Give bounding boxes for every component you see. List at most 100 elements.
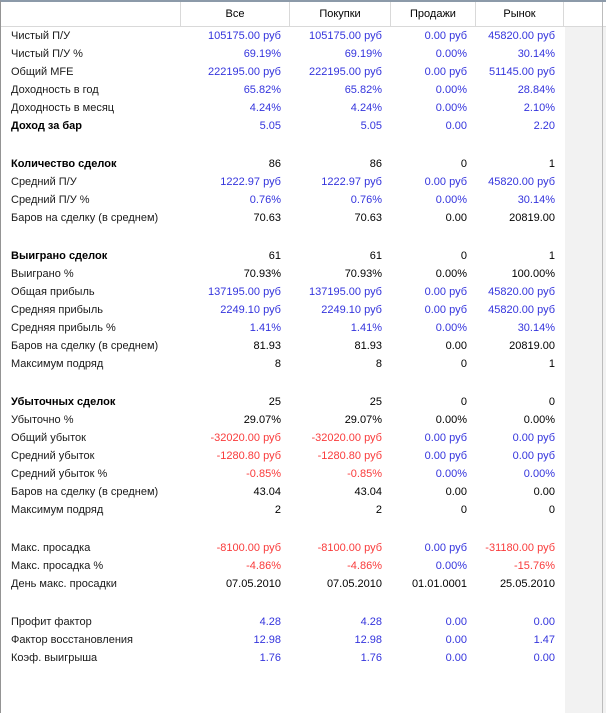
- cell-value: -0.85%: [246, 468, 281, 480]
- cell-value: 1222.97 руб: [220, 176, 281, 188]
- cell-value: 1.47: [533, 634, 555, 646]
- cell-value: 0.00: [445, 634, 467, 646]
- table-row[interactable]: Средняя прибыль 2249.10 руб 2249.10 руб 0.0…: [1, 301, 606, 319]
- row-label: Макс. просадка %: [11, 560, 104, 572]
- table-row[interactable]: Средний П/У % 0.76% 0.76% 0.00% 30.14%: [1, 191, 606, 209]
- table-row[interactable]: Максимум подряд 2 2 0 0: [1, 501, 606, 519]
- cell-value: 1: [548, 358, 555, 370]
- cell-value: 0.00: [533, 486, 555, 498]
- row-label: Количество сделок: [11, 158, 117, 170]
- table-row[interactable]: Чистый П/У 105175.00 руб 105175.00 руб 0.00…: [1, 27, 606, 45]
- cell-value: -4.86%: [347, 560, 382, 572]
- cell-value: 61: [369, 250, 382, 262]
- table-row[interactable]: Доходность в месяц 4.24% 4.24% 0.00% 2.10%: [1, 99, 606, 117]
- cell-value: 69.19%: [344, 48, 382, 60]
- cell-value: 86: [268, 158, 281, 170]
- cell-value: 25: [268, 396, 281, 408]
- cell-value: 0.00%: [435, 560, 467, 572]
- cell-value: 0.00 руб: [424, 432, 467, 444]
- cell-value: 29.07%: [344, 414, 382, 426]
- table-row[interactable]: Убыточных сделок 25 25 0 0: [1, 393, 606, 411]
- cell-value: 43.04: [354, 486, 382, 498]
- table-row[interactable]: Общий убыток -32020.00 руб -32020.00 руб 0.…: [1, 429, 606, 447]
- grid-background-strip: [565, 27, 606, 713]
- table-row[interactable]: Общая прибыль 137195.00 руб 137195.00 руб 0…: [1, 283, 606, 301]
- row-label: Доходность в год: [11, 84, 99, 96]
- row-label: Выиграно сделок: [11, 250, 108, 262]
- cell-value: 0: [460, 396, 467, 408]
- table-row[interactable]: Количество сделок 86 86 0 1: [1, 155, 606, 173]
- table-row[interactable]: Чистый П/У % 69.19% 69.19% 0.00% 30.14%: [1, 45, 606, 63]
- cell-value: 0.00 руб: [424, 304, 467, 316]
- table-row[interactable]: Макс. просадка -8100.00 руб -8100.00 руб 0.…: [1, 539, 606, 557]
- cell-value: 20819.00: [509, 340, 555, 352]
- cell-value: 0.00 руб: [424, 286, 467, 298]
- row-label: Общий MFE: [11, 66, 74, 78]
- cell-value: 45820.00 руб: [488, 30, 555, 42]
- cell-value: 0: [460, 504, 467, 516]
- cell-value: 0.00 руб: [424, 30, 467, 42]
- table-row[interactable]: Баров на сделку (в среднем) 43.04 43.04 0.0…: [1, 483, 606, 501]
- cell-value: 1: [548, 250, 555, 262]
- row-label: Доходность в месяц: [11, 102, 115, 114]
- cell-value: 0.00 руб: [512, 432, 555, 444]
- cell-value: 12.98: [354, 634, 382, 646]
- row-label: Коэф. выигрыша: [11, 652, 98, 664]
- cell-value: 0.76%: [350, 194, 382, 206]
- cell-value: 0.00%: [435, 48, 467, 60]
- table-row[interactable]: Фактор восстановления 12.98 12.98 0.00 1.47: [1, 631, 606, 649]
- cell-value: 1.41%: [249, 322, 281, 334]
- cell-value: 4.24%: [249, 102, 281, 114]
- cell-value: -15.76%: [514, 560, 555, 572]
- row-label: Средний убыток: [11, 450, 95, 462]
- cell-value: -1280.80 руб: [317, 450, 382, 462]
- cell-value: 70.63: [354, 212, 382, 224]
- table-row[interactable]: Доход за бар 5.05 5.05 0.00 2.20: [1, 117, 606, 135]
- table-row[interactable]: Коэф. выигрыша 1.76 1.76 0.00 0.00: [1, 649, 606, 667]
- cell-value: 0: [460, 250, 467, 262]
- cell-value: 4.28: [360, 616, 382, 628]
- row-label: Общий убыток: [11, 432, 86, 444]
- table-row[interactable]: Баров на сделку (в среднем) 81.93 81.93 0.0…: [1, 337, 606, 355]
- table-row[interactable]: Общий MFE 222195.00 руб 222195.00 руб 0.00 …: [1, 63, 606, 81]
- cell-value: 07.05.2010: [326, 578, 382, 590]
- row-label: Средняя прибыль: [11, 304, 103, 316]
- row-label: Макс. просадка: [11, 542, 91, 554]
- table-row[interactable]: Доходность в год 65.82% 65.82% 0.00% 28.84%: [1, 81, 606, 99]
- table-row[interactable]: Средний убыток -1280.80 руб -1280.80 руб 0.…: [1, 447, 606, 465]
- cell-value: 222195.00 руб: [208, 66, 281, 78]
- cell-value: 1: [548, 158, 555, 170]
- cell-value: 20819.00: [509, 212, 555, 224]
- header-cell-all: Все: [181, 2, 290, 26]
- cell-value: -32020.00 руб: [311, 432, 382, 444]
- cell-value: 61: [268, 250, 281, 262]
- header-filler: [564, 2, 606, 26]
- cell-value: 0.00: [445, 212, 467, 224]
- cell-value: 0.00%: [435, 84, 467, 96]
- table-row[interactable]: Убыточно % 29.07% 29.07% 0.00% 0.00%: [1, 411, 606, 429]
- row-label: Максимум подряд: [11, 504, 104, 516]
- cell-value: 222195.00 руб: [309, 66, 382, 78]
- cell-value: 1.76: [360, 652, 382, 664]
- table-row[interactable]: День макс. просадки 07.05.2010 07.05.2010 0…: [1, 575, 606, 593]
- row-label: Профит фактор: [11, 616, 92, 628]
- table-row[interactable]: Баров на сделку (в среднем) 70.63 70.63 0.0…: [1, 209, 606, 227]
- table-row[interactable]: Выиграно сделок 61 61 0 1: [1, 247, 606, 265]
- table-row[interactable]: Средний П/У 1222.97 руб 1222.97 руб 0.00 ру…: [1, 173, 606, 191]
- cell-value: 30.14%: [517, 48, 555, 60]
- table-row[interactable]: Выиграно % 70.93% 70.93% 0.00% 100.00%: [1, 265, 606, 283]
- cell-value: -8100.00 руб: [317, 542, 382, 554]
- row-label: Максимум подряд: [11, 358, 104, 370]
- table-row[interactable]: Средний убыток % -0.85% -0.85% 0.00% 0.00%: [1, 465, 606, 483]
- table-row[interactable]: Макс. просадка % -4.86% -4.86% 0.00% -15.76%: [1, 557, 606, 575]
- cell-value: 2: [375, 504, 382, 516]
- cell-value: 0.00%: [435, 194, 467, 206]
- table-row[interactable]: Профит фактор 4.28 4.28 0.00 0.00: [1, 613, 606, 631]
- table-row[interactable]: Максимум подряд 8 8 0 1: [1, 355, 606, 373]
- table-row[interactable]: Средняя прибыль % 1.41% 1.41% 0.00% 30.14%: [1, 319, 606, 337]
- cell-value: 0.00: [445, 652, 467, 664]
- row-label: Баров на сделку (в среднем): [11, 486, 159, 498]
- cell-value: 2: [274, 504, 281, 516]
- cell-value: 0.00 руб: [424, 542, 467, 554]
